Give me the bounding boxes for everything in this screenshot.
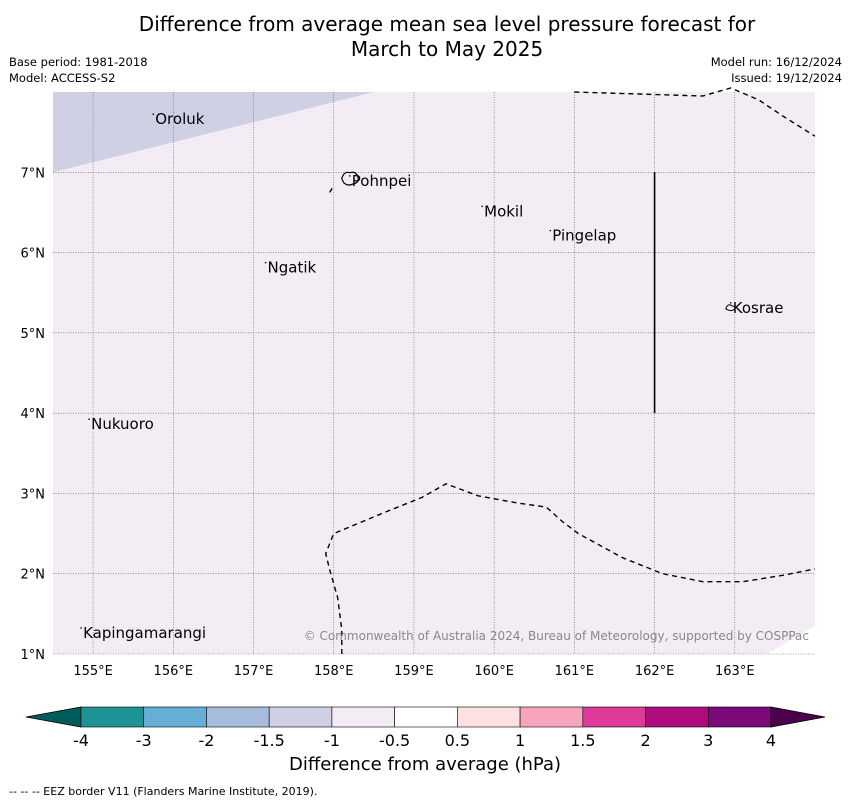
lon-tick-label: 158°E <box>314 664 354 679</box>
title-line-2: March to May 2025 <box>350 37 544 61</box>
colorbar-segment <box>707 706 772 728</box>
lon-tick-label: 160°E <box>474 664 514 679</box>
colorbar-tick-label: 1.5 <box>570 731 595 750</box>
meta-right: Model run: 16/12/2024 Issued: 19/12/2024 <box>711 54 842 86</box>
place-marker <box>729 301 732 304</box>
colorbar-segment <box>206 706 270 728</box>
colorbar-segment <box>268 706 333 728</box>
colorbar-tick-label: -3 <box>136 731 152 750</box>
title-line-1: Difference from average mean sea level p… <box>138 12 756 36</box>
place-label-kosrae: Kosrae <box>733 299 784 317</box>
colorbar-segment <box>457 706 521 728</box>
colorbar-segment <box>331 706 395 728</box>
colorbar-tick-label: -1 <box>324 731 340 750</box>
anomaly-field-background <box>53 92 815 654</box>
colorbar-segment <box>582 706 646 728</box>
eez-border-fragment <box>329 187 333 193</box>
colorbar-tick-label: 4 <box>766 731 776 750</box>
place-marker <box>80 627 82 629</box>
colorbar-tick-label: -0.5 <box>379 731 410 750</box>
eez-border-north <box>574 87 816 137</box>
place-label-pohnpei: Pohnpei <box>352 172 412 190</box>
place-marker <box>264 261 267 264</box>
lon-tick-label: 157°E <box>234 664 274 679</box>
lat-tick-label: 1°N <box>21 648 46 663</box>
colorbar-tick-label: -4 <box>73 731 89 750</box>
anomaly-field-corner <box>53 92 374 173</box>
colorbar-tick-label: -2 <box>198 731 214 750</box>
place-label-mokil: Mokil <box>484 202 523 220</box>
colorbar-tick-label: 3 <box>703 731 713 750</box>
lat-tick-label: 7°N <box>21 166 46 181</box>
model-run: Model run: 16/12/2024 <box>710 55 842 69</box>
place-marker <box>152 113 155 115</box>
place-marker <box>348 175 351 177</box>
eez-border-south <box>324 483 816 654</box>
meta-left: Base period: 1981-2018 Model: ACCESS-S2 <box>9 54 148 86</box>
colorbar-segment <box>645 706 709 728</box>
colorbar-extend-low <box>25 706 82 728</box>
colorbar-segment <box>80 706 145 728</box>
place-label-ngatik: Ngatik <box>268 259 317 277</box>
place-marker <box>88 418 90 420</box>
colorbar-tick-label: 1 <box>515 731 525 750</box>
lon-tick-label: 162°E <box>635 664 675 679</box>
pohnpei-island <box>341 171 359 186</box>
lat-tick-label: 5°N <box>21 327 46 342</box>
model-name: Model: ACCESS-S2 <box>9 71 116 85</box>
place-marker <box>481 205 483 208</box>
place-label-pingelap: Pingelap <box>552 227 616 245</box>
credit-text: © Commonwealth of Australia 2024, Bureau… <box>304 629 809 643</box>
eez-footnote: -- -- -- EEZ border V11 (Flanders Marine… <box>9 785 318 798</box>
lat-tick-label: 4°N <box>21 407 46 422</box>
place-label-kapingamarangi: Kapingamarangi <box>83 624 206 642</box>
lat-tick-label: 3°N <box>21 487 46 502</box>
lat-tick-label: 6°N <box>21 247 46 262</box>
map-title: Difference from average mean sea level p… <box>0 12 850 62</box>
lon-tick-label: 159°E <box>394 664 434 679</box>
lon-tick-label: 161°E <box>555 664 595 679</box>
place-marker <box>549 229 552 232</box>
lon-tick-label: 156°E <box>154 664 194 679</box>
colorbar-tick-label: 0.5 <box>445 731 470 750</box>
colorbar-segment <box>519 706 584 728</box>
colorbar-segment <box>394 706 458 728</box>
colorbar-tick-label: 2 <box>640 731 650 750</box>
issued-date: Issued: 19/12/2024 <box>731 71 842 85</box>
anomaly-field-edge <box>766 625 815 654</box>
colorbar-extend-high <box>770 706 826 728</box>
place-label-nukuoro: Nukuoro <box>91 415 154 433</box>
colorbar-title: Difference from average (hPa) <box>288 754 562 775</box>
colorbar-tick-label: -1.5 <box>254 731 285 750</box>
place-label-oroluk: Oroluk <box>155 110 204 128</box>
lon-tick-label: 155°E <box>73 664 113 679</box>
base-period: Base period: 1981-2018 <box>9 55 148 69</box>
colorbar-segment <box>143 706 207 728</box>
lon-tick-label: 163°E <box>715 664 755 679</box>
lat-tick-label: 2°N <box>21 568 46 583</box>
kosrae-island <box>725 304 736 312</box>
